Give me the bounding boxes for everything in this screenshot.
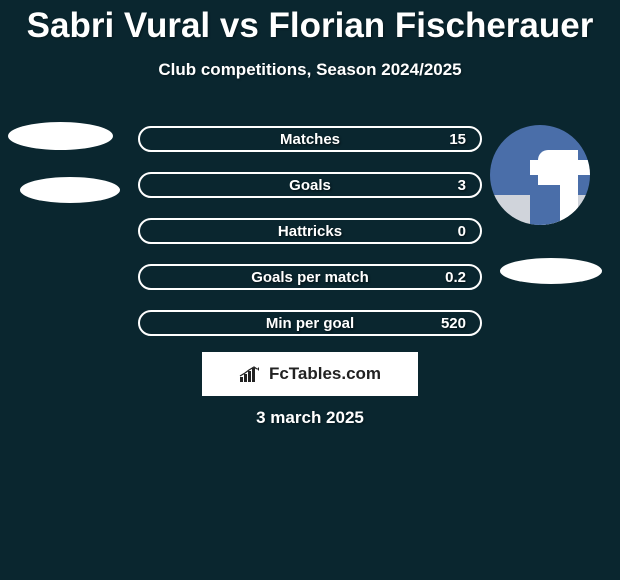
stat-label: Min per goal <box>266 315 354 332</box>
facebook-icon[interactable] <box>490 125 590 225</box>
stat-row-gpm: Goals per match 0.2 <box>138 264 482 290</box>
player1-avatar-placeholder <box>8 122 113 150</box>
branding-text: FcTables.com <box>269 364 381 384</box>
stat-row-matches: Matches 15 <box>138 126 482 152</box>
footer-date: 3 march 2025 <box>0 408 620 428</box>
stat-row-goals: Goals 3 <box>138 172 482 198</box>
page-title: Sabri Vural vs Florian Fischerauer <box>0 0 620 46</box>
stat-row-mpg: Min per goal 520 <box>138 310 482 336</box>
player1-name-placeholder <box>20 177 120 203</box>
chart-icon <box>239 365 263 383</box>
page-subtitle: Club competitions, Season 2024/2025 <box>0 60 620 80</box>
stat-value-right: 0.2 <box>445 269 466 286</box>
stat-label: Goals <box>289 177 331 194</box>
stat-value-right: 520 <box>441 315 466 332</box>
stat-value-right: 0 <box>458 223 466 240</box>
stat-label: Matches <box>280 131 340 148</box>
branding-badge[interactable]: FcTables.com <box>202 352 418 396</box>
stat-value-right: 3 <box>458 177 466 194</box>
stat-label: Goals per match <box>251 269 369 286</box>
stat-row-hattricks: Hattricks 0 <box>138 218 482 244</box>
player2-name-placeholder <box>500 258 602 284</box>
stat-label: Hattricks <box>278 223 342 240</box>
stat-value-right: 15 <box>449 131 466 148</box>
stats-container: Matches 15 Goals 3 Hattricks 0 Goals per… <box>138 126 482 356</box>
